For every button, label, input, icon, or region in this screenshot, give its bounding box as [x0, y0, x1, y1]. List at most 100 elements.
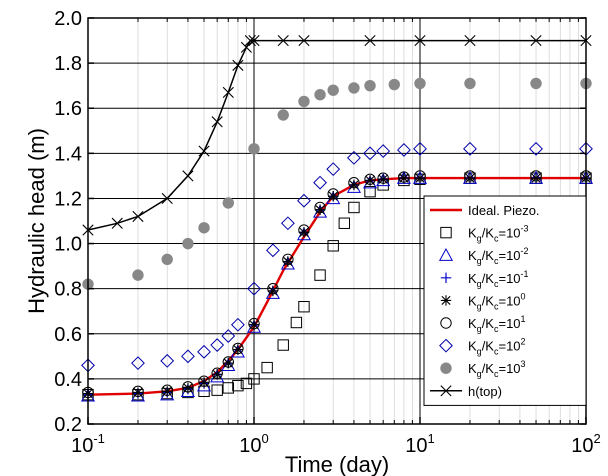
data-point: [328, 190, 339, 202]
data-point: [298, 224, 310, 236]
series-7: [82, 77, 592, 290]
data-point: [529, 141, 543, 156]
y-tick-label: 0.2: [54, 414, 82, 436]
legend-label: Kg/Kc=102: [468, 337, 526, 357]
data-point: [377, 174, 389, 185]
data-point: [282, 256, 294, 267]
data-point: [414, 77, 426, 90]
y-tick-label: 0.8: [54, 279, 82, 301]
legend-swatch: [440, 272, 452, 283]
data-point: [161, 253, 173, 266]
data-point: [348, 176, 360, 189]
data-point: [266, 243, 280, 258]
data-point: [314, 269, 326, 281]
data-point: [267, 282, 279, 295]
legend-label: Ideal. Piezo.: [468, 203, 540, 218]
data-point: [314, 204, 326, 215]
legend-swatch: [440, 362, 452, 374]
data-point: [248, 373, 260, 385]
data-point: [198, 222, 210, 234]
data-point: [161, 192, 173, 205]
legend-swatch: [440, 226, 452, 239]
data-point: [464, 34, 476, 47]
series-0: [87, 176, 586, 396]
data-point: [297, 193, 311, 208]
data-point: [530, 34, 542, 47]
data-point: [463, 141, 477, 156]
legend-label: Kg/Kc=10-1: [468, 269, 529, 289]
data-point: [211, 369, 223, 380]
data-point: [364, 185, 376, 198]
data-point: [248, 143, 260, 155]
data-point: [162, 386, 173, 397]
data-point: [414, 170, 426, 182]
data-point: [377, 172, 389, 184]
y-tick-label: 0.6: [54, 324, 82, 346]
data-point: [111, 217, 123, 229]
series-6: [81, 141, 593, 373]
data-point: [464, 170, 476, 182]
data-point: [132, 387, 144, 398]
data-point: [530, 172, 542, 184]
data-point: [364, 79, 376, 92]
data-point: [161, 384, 173, 396]
x-tick-label: 10-1: [71, 431, 105, 457]
series-5: [82, 170, 592, 399]
legend-swatch: [440, 385, 452, 397]
data-point: [298, 301, 310, 313]
legend-swatch: [439, 338, 453, 353]
y-tick-label: 1.8: [54, 53, 82, 75]
data-point: [248, 34, 260, 47]
data-point: [182, 170, 194, 182]
data-point: [348, 82, 360, 94]
data-point: [364, 173, 376, 185]
data-point: [182, 237, 194, 250]
data-point: [223, 357, 234, 369]
y-tick-label: 1.0: [54, 234, 82, 256]
data-point: [364, 34, 376, 47]
legend-label: Kg/Kc=103: [468, 359, 526, 379]
data-point: [222, 356, 234, 368]
data-point: [198, 377, 210, 388]
data-point: [362, 175, 378, 189]
data-point: [222, 382, 234, 394]
legend-swatch: [438, 247, 454, 261]
data-point: [280, 216, 295, 231]
data-point: [530, 77, 542, 90]
y-tick-label: 2.0: [54, 8, 82, 30]
data-point: [298, 227, 310, 238]
data-point: [182, 382, 194, 394]
data-point: [211, 116, 223, 128]
data-point: [413, 141, 427, 156]
data-point: [414, 34, 426, 47]
data-point: [240, 377, 253, 390]
data-point: [464, 77, 476, 90]
data-point: [314, 201, 326, 214]
y-tick-label: 1.6: [54, 98, 82, 120]
y-axis-title: Hydraulic head (m): [24, 128, 49, 314]
data-point: [376, 144, 391, 158]
data-point: [327, 188, 339, 200]
data-point: [198, 145, 210, 157]
data-point: [132, 210, 144, 223]
data-point: [231, 317, 245, 332]
data-point: [364, 175, 376, 186]
data-point: [222, 86, 234, 99]
data-point: [277, 109, 289, 121]
data-point: [232, 59, 244, 71]
data-point: [244, 34, 256, 47]
data-point: [221, 358, 236, 372]
x-axis-title: Time (day): [285, 452, 389, 476]
data-point: [298, 95, 310, 108]
y-tick-label: 1.4: [54, 143, 82, 165]
data-point: [290, 316, 303, 329]
data-point: [277, 339, 289, 351]
data-point: [232, 344, 244, 355]
data-point: [132, 385, 144, 397]
data-point: [230, 344, 245, 358]
legend: Ideal. Piezo. Kg/Kc=10-3Kg/Kc=10-2 Kg/Kc=1…: [423, 195, 587, 406]
data-point: [247, 281, 261, 296]
data-point: [348, 201, 360, 214]
data-point: [232, 342, 244, 355]
